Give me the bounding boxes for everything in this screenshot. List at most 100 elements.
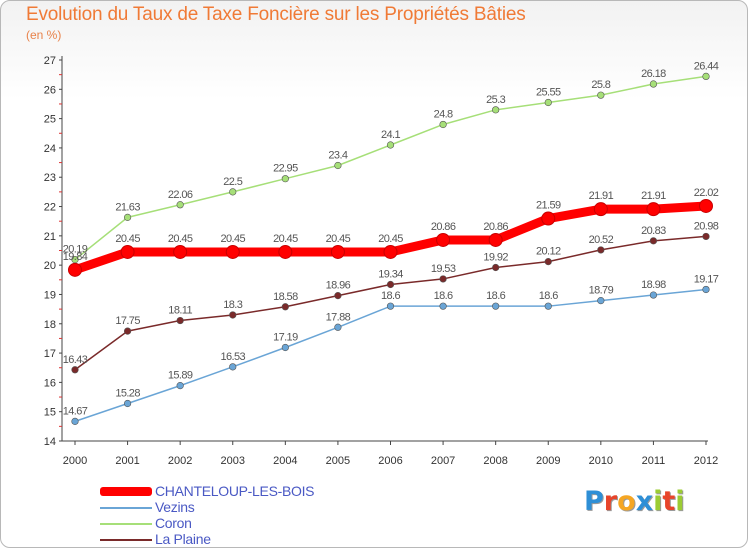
data-point-vezins — [702, 285, 710, 294]
data-label-chanteloup-les-bois: 21.91 — [641, 190, 666, 202]
data-label-coron: 25.55 — [536, 86, 561, 98]
x-tick-label: 2007 — [431, 455, 455, 467]
data-label-la-plaine: 16.43 — [63, 354, 88, 366]
x-tick-label: 2006 — [378, 455, 402, 467]
legend-label-la-plaine: La Plaine — [155, 531, 211, 547]
data-point-vezins — [334, 323, 342, 331]
chart-title: Evolution du Taux de Taxe Foncière sur l… — [26, 4, 526, 25]
data-label-la-plaine: 20.12 — [536, 246, 561, 258]
data-point-vezins — [123, 399, 132, 408]
legend-swatch-vezins — [100, 507, 152, 509]
data-point-chanteloup-les-bois — [225, 244, 240, 259]
data-label-coron: 25.3 — [486, 94, 505, 106]
legend-swatch-coron — [100, 523, 152, 525]
data-label-chanteloup-les-bois: 20.45 — [220, 233, 245, 245]
data-point-coron — [702, 72, 710, 81]
data-point-vezins — [229, 363, 237, 371]
data-point-la-plaine — [386, 280, 395, 289]
data-label-chanteloup-les-bois: 21.91 — [589, 190, 614, 202]
y-tick-label: 19 — [44, 289, 56, 301]
data-point-la-plaine — [123, 327, 132, 335]
data-point-coron — [597, 91, 605, 99]
logo-letter: i — [653, 486, 663, 517]
data-label-chanteloup-les-bois: 20.45 — [115, 233, 140, 245]
data-point-la-plaine — [597, 246, 605, 254]
y-tick-label: 18 — [44, 319, 56, 331]
data-label-vezins: 17.88 — [326, 311, 351, 323]
data-label-la-plaine: 18.58 — [273, 291, 298, 303]
y-tick-label: 16 — [44, 377, 56, 389]
data-point-la-plaine — [334, 292, 342, 300]
data-point-chanteloup-les-bois — [541, 211, 556, 226]
data-label-la-plaine: 19.53 — [431, 263, 456, 275]
data-point-coron — [229, 188, 237, 196]
legend-swatch-la-plaine — [100, 539, 152, 541]
legend-label-vezins: Vezins — [155, 499, 195, 515]
data-point-la-plaine — [649, 237, 658, 245]
data-label-coron: 22.95 — [273, 163, 298, 175]
logo-letter: o — [617, 486, 636, 517]
data-label-vezins: 15.28 — [115, 387, 140, 399]
y-tick-label: 20 — [44, 260, 56, 272]
data-label-la-plaine: 20.83 — [641, 225, 666, 237]
data-label-chanteloup-les-bois: 20.45 — [273, 233, 298, 245]
data-label-la-plaine: 19.92 — [483, 251, 508, 263]
data-label-chanteloup-les-bois: 21.59 — [536, 200, 561, 212]
logo-letter: i — [675, 486, 685, 517]
data-label-chanteloup-les-bois: 20.45 — [168, 233, 193, 245]
data-label-coron: 26.18 — [641, 68, 666, 80]
data-point-chanteloup-les-bois — [646, 202, 661, 217]
y-tick-label: 17 — [44, 348, 56, 360]
data-point-coron — [123, 213, 132, 221]
logo-letter: x — [635, 486, 654, 517]
x-tick-label: 2002 — [168, 455, 192, 467]
data-label-chanteloup-les-bois: 19.84 — [63, 251, 88, 263]
data-label-chanteloup-les-bois: 22.02 — [694, 187, 719, 199]
data-label-vezins: 14.67 — [63, 405, 88, 417]
logo-letter: r — [603, 486, 618, 517]
data-label-chanteloup-les-bois: 20.86 — [483, 221, 508, 233]
data-point-chanteloup-les-bois — [699, 198, 713, 213]
y-tick-label: 25 — [44, 114, 56, 126]
data-point-coron — [386, 141, 395, 149]
data-point-coron — [492, 106, 500, 114]
y-tick-label: 23 — [44, 172, 56, 184]
data-label-la-plaine: 20.98 — [694, 220, 719, 232]
x-tick-label: 2008 — [483, 455, 507, 467]
legend-label-chanteloup: CHANTELOUP-LES-BOIS — [155, 483, 315, 499]
data-label-la-plaine: 17.75 — [115, 315, 140, 327]
x-tick-label: 2000 — [63, 455, 87, 467]
data-point-chanteloup-les-bois — [68, 262, 82, 277]
data-point-chanteloup-les-bois — [488, 232, 503, 247]
legend-label-coron: Coron — [155, 515, 192, 531]
x-tick-label: 2001 — [115, 455, 139, 467]
data-point-vezins — [597, 297, 605, 305]
data-label-vezins: 18.6 — [381, 290, 400, 302]
y-tick-label: 14 — [44, 436, 56, 448]
y-tick-label: 24 — [44, 143, 56, 155]
data-point-coron — [281, 175, 289, 183]
data-label-vezins: 18.98 — [641, 279, 666, 291]
data-label-vezins: 18.6 — [539, 290, 558, 302]
data-point-la-plaine — [281, 303, 289, 311]
data-point-vezins — [439, 302, 447, 310]
data-label-coron: 20.19 — [63, 244, 88, 256]
data-point-chanteloup-les-bois — [120, 244, 135, 259]
data-label-chanteloup-les-bois: 20.45 — [326, 233, 351, 245]
legend-swatch-chanteloup — [100, 487, 152, 496]
data-label-chanteloup-les-bois: 20.45 — [378, 233, 403, 245]
data-label-coron: 23.4 — [328, 150, 347, 162]
data-point-la-plaine — [544, 258, 552, 266]
data-point-la-plaine — [702, 232, 710, 241]
data-point-vezins — [649, 291, 658, 299]
data-label-coron: 24.8 — [434, 108, 453, 120]
data-point-vezins — [71, 417, 79, 425]
data-label-la-plaine: 19.34 — [378, 268, 403, 280]
data-label-vezins: 18.79 — [589, 285, 614, 297]
x-tick-label: 2012 — [694, 455, 718, 467]
data-label-la-plaine: 18.3 — [223, 299, 242, 311]
x-tick-label: 2010 — [589, 455, 613, 467]
data-point-vezins — [281, 343, 289, 352]
data-point-coron — [649, 80, 658, 88]
